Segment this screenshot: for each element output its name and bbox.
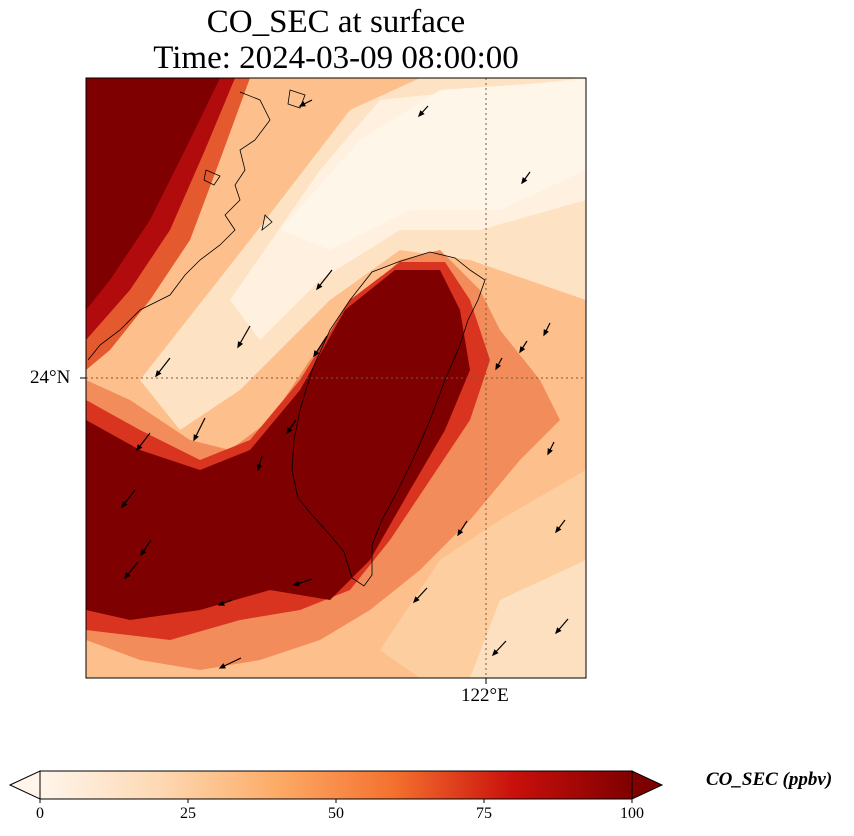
wind-vector — [124, 561, 139, 580]
wind-vector — [412, 587, 428, 604]
wind-vector — [554, 618, 569, 635]
wind-arrowhead — [155, 370, 162, 378]
wind-arrowhead — [140, 549, 147, 557]
wind-vector — [136, 432, 151, 452]
wind-arrowhead — [136, 444, 143, 452]
wind-vector — [313, 335, 328, 358]
wind-arrowhead — [286, 427, 293, 435]
map-subtitle-time: Time: 2024-03-09 08:00:00 — [153, 40, 519, 76]
colorbar-tick-label: 0 — [36, 805, 44, 822]
wind-arrowhead — [237, 341, 244, 349]
wind-vector — [155, 357, 171, 378]
wind-vector — [491, 640, 507, 657]
wind-vector — [555, 519, 566, 534]
wind-vector — [256, 455, 263, 472]
wind-arrowhead — [491, 649, 499, 657]
concentration-field — [86, 78, 586, 678]
wind-arrowhead — [124, 572, 131, 580]
wind-vector — [292, 578, 313, 587]
wind-vector — [140, 539, 152, 557]
wind-arrowhead — [218, 663, 226, 669]
wind-arrowhead — [547, 448, 553, 456]
wind-arrowhead — [256, 464, 263, 472]
wind-arrowhead — [519, 346, 526, 354]
wind-arrowhead — [495, 363, 501, 371]
wind-arrowhead — [121, 501, 128, 509]
colorbar-tick-label: 100 — [620, 805, 644, 822]
wind-arrowhead — [543, 329, 549, 337]
wind-vector — [121, 489, 136, 509]
colorbar-min-extend — [8, 770, 41, 800]
colorbar-tick-label: 75 — [476, 805, 492, 822]
wind-arrowhead — [555, 526, 562, 534]
wind-arrowhead — [412, 596, 420, 604]
wind-arrowhead — [417, 110, 425, 118]
wind-arrowhead — [521, 177, 528, 185]
wind-vector — [417, 105, 429, 118]
wind-arrowhead — [313, 350, 320, 358]
colorbar-tick-label: 50 — [328, 805, 344, 822]
wind-vector — [218, 657, 242, 669]
colorbar-max-extend — [631, 770, 664, 800]
wind-vector — [237, 325, 251, 349]
wind-arrowhead — [292, 580, 300, 587]
wind-vector — [298, 99, 313, 107]
wind-arrowhead — [554, 627, 562, 635]
latitude-tick-label: 24°N — [30, 367, 71, 388]
wind-vector — [521, 171, 531, 185]
wind-vectors — [121, 99, 569, 669]
gridlines — [86, 78, 586, 678]
wind-vector — [286, 419, 297, 435]
longitude-tick-label: 122°E — [461, 685, 509, 706]
wind-vector — [316, 269, 333, 291]
wind-arrowhead — [193, 434, 199, 442]
wind-arrowhead — [217, 600, 225, 606]
wind-arrowhead — [316, 283, 323, 291]
colorbar-label: CO_SEC (ppbv) — [706, 769, 833, 790]
wind-vector — [193, 417, 206, 442]
map-title: CO_SEC at surface — [206, 4, 466, 40]
wind-vector — [495, 357, 503, 371]
coastline — [87, 89, 486, 587]
wind-vector — [547, 441, 555, 456]
colorbar-gradient — [39, 770, 633, 800]
colorbar-ticks — [39, 799, 633, 803]
colorbar-tick-label: 25 — [180, 805, 196, 822]
map-panel — [80, 77, 587, 684]
wind-vector — [457, 520, 468, 537]
wind-vector — [543, 322, 551, 337]
wind-arrowhead — [457, 529, 464, 537]
wind-vector — [217, 599, 233, 606]
wind-arrowhead — [298, 101, 306, 107]
wind-vector — [519, 340, 528, 354]
